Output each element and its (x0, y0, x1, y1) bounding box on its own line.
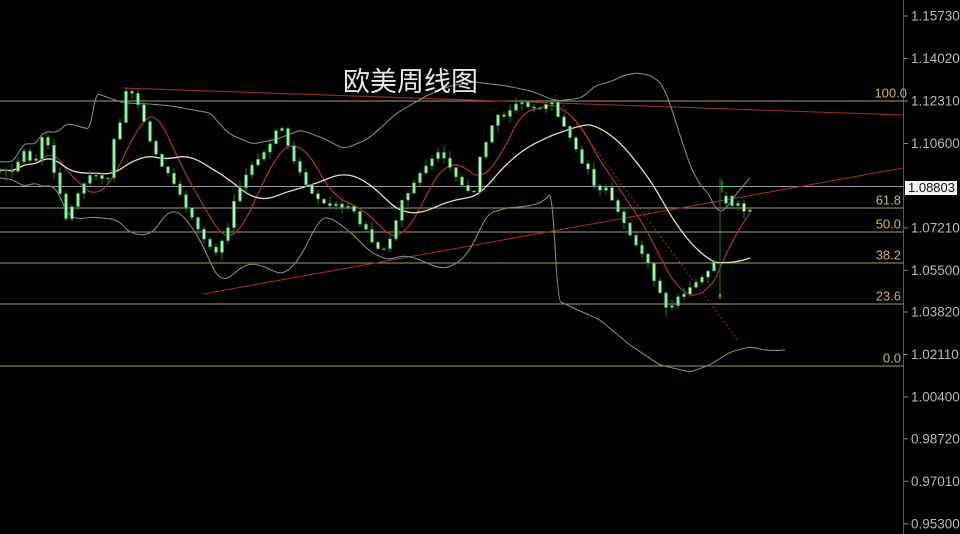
svg-text:0.0: 0.0 (883, 351, 901, 366)
svg-text:50.0: 50.0 (876, 217, 901, 232)
svg-text:1.10600: 1.10600 (911, 136, 960, 151)
svg-text:100.0: 100.0 (874, 86, 907, 101)
svg-text:1.08803: 1.08803 (908, 180, 955, 195)
svg-text:23.6: 23.6 (876, 289, 901, 304)
svg-text:38.2: 38.2 (876, 248, 901, 263)
svg-text:1.14020: 1.14020 (911, 51, 960, 66)
svg-text:0.97010: 0.97010 (911, 474, 960, 489)
svg-text:1.00400: 1.00400 (911, 390, 960, 405)
svg-text:0.95300: 0.95300 (911, 516, 960, 531)
svg-text:61.8: 61.8 (876, 193, 901, 208)
svg-text:1.03820: 1.03820 (911, 305, 960, 320)
svg-text:1.07210: 1.07210 (911, 220, 960, 235)
svg-text:0.98720: 0.98720 (911, 431, 960, 446)
svg-text:1.05500: 1.05500 (911, 263, 960, 278)
svg-text:1.15730: 1.15730 (911, 9, 960, 24)
svg-text:1.02110: 1.02110 (911, 347, 959, 362)
svg-text:1.12310: 1.12310 (911, 94, 960, 109)
